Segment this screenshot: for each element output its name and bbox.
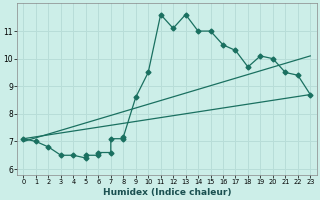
X-axis label: Humidex (Indice chaleur): Humidex (Indice chaleur): [103, 188, 231, 197]
